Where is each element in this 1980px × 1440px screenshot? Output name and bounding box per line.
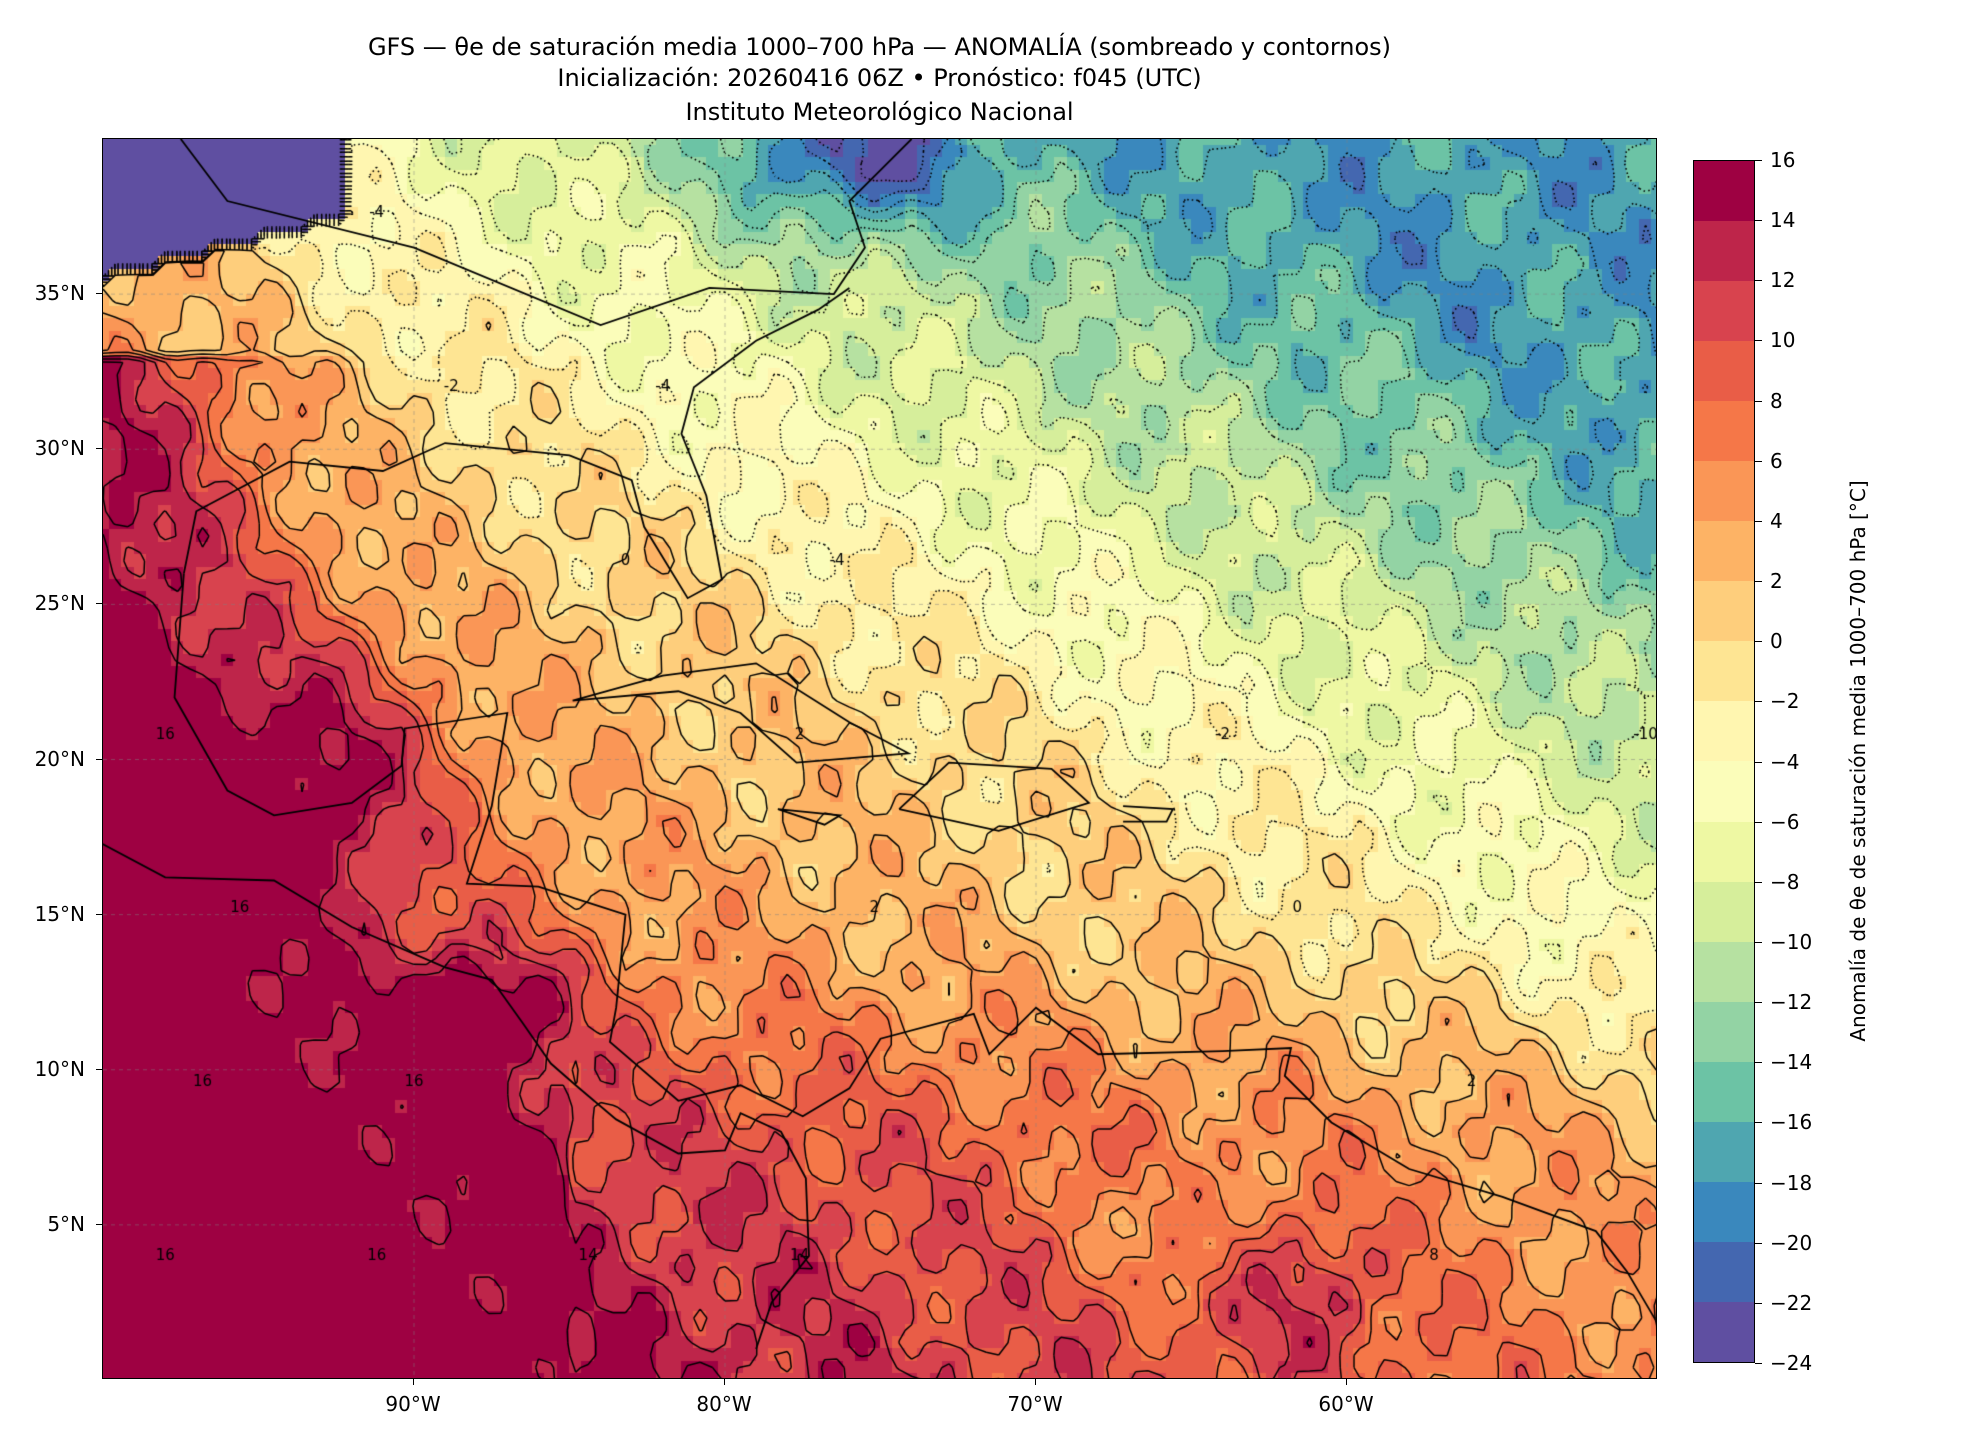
colorbar-tick-label: −22 [1770, 1290, 1813, 1315]
colorbar-segment [1694, 821, 1754, 882]
colorbar-tick-mark [1755, 1062, 1762, 1064]
colorbar-segment [1694, 1301, 1754, 1362]
colorbar-tick-label: −20 [1770, 1230, 1813, 1255]
lat-tick-mark [96, 1068, 102, 1070]
lat-tick-label: 5°N [47, 1211, 85, 1236]
lat-tick-label: 15°N [34, 901, 85, 926]
colorbar-tick-mark [1755, 1363, 1762, 1364]
colorbar-segment [1694, 1241, 1754, 1302]
colorbar-tick-mark [1755, 761, 1762, 763]
colorbar-tick-mark [1755, 340, 1762, 342]
colorbar-segment [1694, 761, 1754, 822]
colorbar-tick-label: 2 [1770, 569, 1783, 594]
colorbar-tick-label: −14 [1770, 1050, 1813, 1075]
contours-and-coastlines [103, 139, 1656, 1378]
lon-tick-mark [413, 1379, 414, 1385]
colorbar-tick-mark [1755, 941, 1762, 943]
lon-tick-label: 80°W [696, 1392, 752, 1416]
colorbar-tick-label: −6 [1770, 809, 1800, 834]
colorbar-segment [1694, 641, 1754, 702]
colorbar-tick-label: −2 [1770, 689, 1800, 714]
colorbar-segment [1694, 1061, 1754, 1122]
colorbar-tick-mark [1755, 821, 1762, 823]
colorbar-tick-label: 12 [1770, 268, 1796, 293]
colorbar-tick-mark [1755, 1242, 1762, 1244]
colorbar-segment [1694, 881, 1754, 942]
colorbar-tick-mark [1755, 220, 1762, 222]
colorbar-tick-label: 0 [1770, 629, 1783, 654]
colorbar-tick-label: −4 [1770, 749, 1800, 774]
lon-tick-mark [1035, 1379, 1036, 1385]
colorbar-segment [1694, 281, 1754, 342]
colorbar-tick-mark [1755, 520, 1762, 522]
colorbar-segment [1694, 521, 1754, 582]
colorbar-tick-mark [1755, 280, 1762, 282]
lon-tick-label: 60°W [1318, 1392, 1374, 1416]
colorbar-segment [1694, 1181, 1754, 1242]
colorbar-segment [1694, 1121, 1754, 1182]
colorbar-tick-mark [1755, 1302, 1762, 1304]
lon-tick-label: 90°W [385, 1392, 441, 1416]
lat-tick-mark [96, 758, 102, 760]
colorbar-segment [1694, 581, 1754, 642]
colorbar-tick-mark [1755, 641, 1762, 643]
colorbar-tick-label: −24 [1770, 1351, 1813, 1375]
lon-tick-mark [724, 1379, 725, 1385]
colorbar-tick-label: 10 [1770, 328, 1796, 353]
colorbar-tick-label: 16 [1770, 148, 1796, 172]
colorbar-tick-label: 14 [1770, 208, 1796, 233]
lat-tick-mark [96, 293, 102, 295]
colorbar-tick-mark [1755, 1122, 1762, 1124]
lat-tick-label: 30°N [34, 436, 85, 461]
colorbar-tick-mark [1755, 400, 1762, 402]
colorbar-segment [1694, 341, 1754, 402]
colorbar [1693, 160, 1755, 1363]
chart-institution: Instituto Meteorológico Nacional [685, 98, 1074, 126]
colorbar-segment [1694, 461, 1754, 522]
lon-tick-label: 70°W [1007, 1392, 1063, 1416]
lat-tick-mark [96, 603, 102, 605]
colorbar-tick-mark [1755, 1002, 1762, 1004]
lat-tick-label: 20°N [34, 746, 85, 771]
colorbar-tick-mark [1755, 581, 1762, 583]
colorbar-tick-label: 6 [1770, 448, 1783, 473]
colorbar-tick-label: 8 [1770, 388, 1783, 413]
chart-subtitle: Inicialización: 20260416 06Z • Pronóstic… [557, 64, 1202, 92]
colorbar-tick-label: −12 [1770, 990, 1813, 1015]
colorbar-tick-label: −10 [1770, 929, 1813, 954]
colorbar-tick-label: −16 [1770, 1110, 1813, 1135]
colorbar-tick-mark [1755, 460, 1762, 462]
colorbar-segment [1694, 161, 1754, 222]
lat-tick-label: 25°N [34, 591, 85, 616]
colorbar-tick-mark [1755, 160, 1762, 161]
lat-tick-mark [96, 448, 102, 450]
colorbar-tick-mark [1755, 701, 1762, 703]
colorbar-tick-label: −18 [1770, 1170, 1813, 1195]
colorbar-segment [1694, 701, 1754, 762]
colorbar-tick-label: −8 [1770, 869, 1800, 894]
colorbar-segment [1694, 401, 1754, 462]
lon-tick-mark [1346, 1379, 1347, 1385]
chart-title: GFS — θe de saturación media 1000–700 hP… [367, 33, 1392, 61]
lat-tick-label: 35°N [34, 281, 85, 306]
map-plot-area [102, 138, 1657, 1379]
colorbar-segment [1694, 1001, 1754, 1062]
colorbar-label: Anomalía de θe de saturación media 1000–… [1846, 480, 1870, 1042]
lat-tick-mark [96, 913, 102, 915]
colorbar-segment [1694, 221, 1754, 282]
colorbar-tick-mark [1755, 881, 1762, 883]
colorbar-segment [1694, 941, 1754, 1002]
colorbar-tick-mark [1755, 1182, 1762, 1184]
lat-tick-label: 10°N [34, 1056, 85, 1081]
lat-tick-mark [96, 1223, 102, 1225]
colorbar-tick-label: 4 [1770, 508, 1783, 533]
